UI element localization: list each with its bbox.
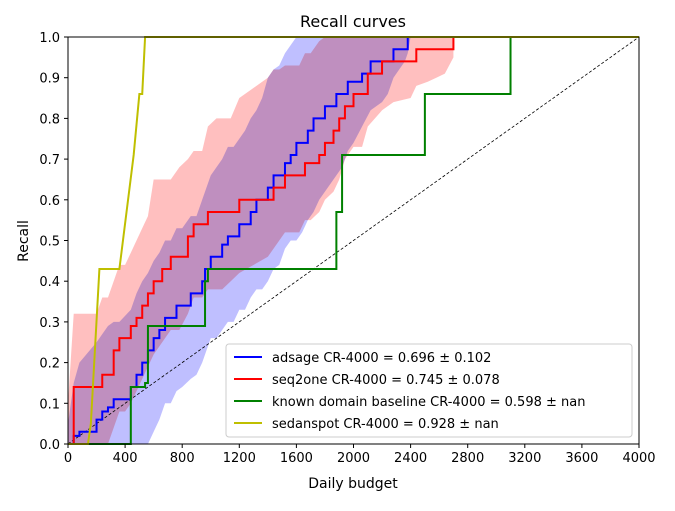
- x-tick-label-5: 2000: [337, 451, 370, 466]
- x-tick-label-2: 800: [170, 451, 195, 466]
- y-tick-label-2: 0.2: [39, 357, 60, 372]
- y-axis-label: Recall: [16, 220, 32, 262]
- x-tick-label-7: 2800: [451, 451, 484, 466]
- x-tick-label-4: 1600: [280, 451, 313, 466]
- axes: 0 400 800 1200 1600 2000 2400 2800 3200 3600 4000 0…: [39, 31, 655, 466]
- legend-label-0: adsage CR-4000 = 0.696 ± 0.102: [272, 351, 491, 366]
- x-tick-label-6: 2400: [394, 451, 427, 466]
- x-tick-label-9: 3600: [565, 451, 598, 466]
- y-tick-label-4: 0.4: [39, 275, 60, 290]
- y-tick-label-9: 0.9: [39, 72, 60, 87]
- y-tick-label-5: 0.5: [39, 235, 60, 250]
- y-tick-label-10: 1.0: [39, 31, 60, 46]
- x-axis-label: Daily budget: [308, 476, 398, 492]
- y-tick-label-0: 0.0: [39, 438, 60, 453]
- y-tick-label-3: 0.3: [39, 316, 60, 331]
- reference-diagonal: [67, 36, 640, 445]
- x-tick-label-8: 3200: [508, 451, 541, 466]
- series-line-2: [68, 36, 639, 445]
- x-tick-label-0: 0: [64, 451, 72, 466]
- y-tick-label-6: 0.6: [39, 194, 60, 209]
- legend-label-2: known domain baseline CR-4000 = 0.598 ± …: [272, 395, 585, 410]
- confidence-bands: [68, 37, 454, 444]
- reference-line: [67, 36, 640, 445]
- x-tick-label-10: 4000: [622, 451, 655, 466]
- x-tick-label-3: 1200: [223, 451, 256, 466]
- legend-box: [225, 343, 633, 438]
- legend-label-3: sedanspot CR-4000 = 0.928 ± nan: [272, 417, 499, 432]
- y-tick-label-1: 0.1: [39, 397, 60, 412]
- y-tick-label-8: 0.8: [39, 112, 60, 127]
- x-tick-label-1: 400: [113, 451, 138, 466]
- chart-title: Recall curves: [300, 12, 406, 31]
- y-tick-label-7: 0.7: [39, 153, 60, 168]
- band-series-1: [68, 37, 454, 444]
- series-line-1: [68, 37, 455, 445]
- legend: adsage CR-4000 = 0.696 ± 0.102 seq2one CR…: [225, 343, 633, 438]
- legend-label-1: seq2one CR-4000 = 0.745 ± 0.078: [272, 373, 500, 388]
